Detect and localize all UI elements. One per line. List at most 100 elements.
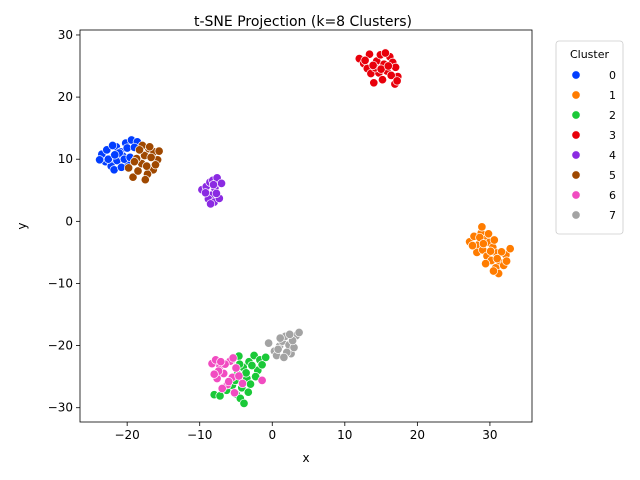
data-point-cluster-3 xyxy=(386,70,396,80)
legend-marker-cluster-3 xyxy=(571,130,581,140)
x-tick-label: −20 xyxy=(114,428,139,442)
y-tick-label: −20 xyxy=(48,339,73,353)
legend-label-cluster-5: 5 xyxy=(609,169,616,182)
y-axis-label: y xyxy=(15,222,29,229)
data-point-cluster-3 xyxy=(369,78,379,88)
y-tick-label: 30 xyxy=(58,28,73,42)
data-point-cluster-4 xyxy=(206,199,216,209)
legend: Cluster 0 1 2 3 4 5 6 7 xyxy=(555,40,624,235)
x-tick-label: 30 xyxy=(482,428,497,442)
data-point-cluster-1 xyxy=(483,229,494,239)
x-tick-label: −10 xyxy=(187,428,212,442)
data-point-cluster-0 xyxy=(108,140,118,151)
data-point-cluster-3 xyxy=(392,76,402,86)
data-point-cluster-4 xyxy=(211,188,221,198)
legend-title: Cluster xyxy=(570,48,610,61)
data-point-cluster-2 xyxy=(261,352,271,362)
legend-label-cluster-1: 1 xyxy=(609,89,616,102)
data-point-cluster-6 xyxy=(229,388,240,398)
data-point-cluster-6 xyxy=(209,369,219,379)
data-point-cluster-3 xyxy=(360,55,370,65)
data-point-cluster-5 xyxy=(133,166,143,176)
y-tick-label: −30 xyxy=(48,401,73,415)
y-axis-ticks: −30 −20 −10 0 10 20 30 xyxy=(48,28,80,415)
data-point-cluster-5 xyxy=(154,146,164,156)
data-point-cluster-5 xyxy=(129,157,139,167)
data-point-cluster-2 xyxy=(239,398,249,408)
data-point-cluster-5 xyxy=(146,152,156,162)
data-point-cluster-1 xyxy=(481,259,491,269)
data-point-cluster-7 xyxy=(285,329,295,339)
data-point-cluster-6 xyxy=(257,375,267,385)
y-tick-label: 20 xyxy=(58,90,73,104)
legend-marker-cluster-2 xyxy=(571,110,581,120)
legend-marker-cluster-6 xyxy=(571,190,581,200)
legend-label-cluster-2: 2 xyxy=(609,109,616,122)
data-point-cluster-1 xyxy=(502,256,512,266)
data-point-cluster-5 xyxy=(124,163,134,173)
data-point-cluster-1 xyxy=(496,247,507,257)
data-point-cluster-5 xyxy=(145,142,155,152)
data-point-cluster-1 xyxy=(492,254,502,264)
data-point-cluster-5 xyxy=(150,160,161,170)
data-point-cluster-6 xyxy=(217,383,227,394)
x-tick-label: 20 xyxy=(410,428,425,442)
legend-marker-cluster-0 xyxy=(571,70,581,80)
legend-marker-cluster-4 xyxy=(571,150,581,160)
data-point-cluster-6 xyxy=(228,353,238,363)
y-tick-label: 10 xyxy=(58,152,73,166)
data-point-cluster-4 xyxy=(208,180,219,190)
data-point-cluster-1 xyxy=(488,266,499,276)
chart-title: t-SNE Projection (k=8 Clusters) xyxy=(194,14,412,30)
legend-marker-cluster-5 xyxy=(571,170,581,180)
data-point-cluster-1 xyxy=(478,239,488,249)
data-point-cluster-6 xyxy=(231,363,241,373)
data-point-cluster-1 xyxy=(489,235,499,245)
legend-marker-cluster-7 xyxy=(571,210,581,220)
data-point-cluster-5 xyxy=(140,175,150,185)
points-layer xyxy=(95,48,515,408)
data-point-cluster-5 xyxy=(134,145,145,155)
data-point-cluster-3 xyxy=(383,61,393,71)
data-point-cluster-1 xyxy=(477,222,487,232)
data-point-cluster-0 xyxy=(110,150,120,160)
data-point-cluster-7 xyxy=(273,344,283,354)
data-point-cluster-7 xyxy=(275,333,285,343)
y-tick-label: 0 xyxy=(65,214,73,228)
data-point-cluster-2 xyxy=(245,379,256,389)
plot-area-frame xyxy=(79,29,533,423)
legend-label-cluster-3: 3 xyxy=(609,129,616,142)
data-point-cluster-6 xyxy=(234,371,244,381)
x-axis-ticks: −20 −10 0 10 20 30 xyxy=(114,422,498,442)
data-point-cluster-7 xyxy=(264,338,274,348)
data-point-cluster-1 xyxy=(467,241,478,251)
data-point-cluster-6 xyxy=(216,357,226,367)
data-point-cluster-0 xyxy=(95,155,105,165)
legend-label-cluster-7: 7 xyxy=(609,209,616,222)
data-point-cluster-5 xyxy=(142,161,152,171)
legend-box xyxy=(555,40,624,235)
data-point-cluster-7 xyxy=(279,352,289,362)
data-point-cluster-6 xyxy=(237,378,248,389)
legend-entries: 0 1 2 3 4 5 6 7 xyxy=(571,69,616,222)
data-point-cluster-2 xyxy=(247,360,257,371)
data-point-cluster-2 xyxy=(257,360,267,370)
data-point-cluster-3 xyxy=(364,49,375,59)
x-tick-label: 0 xyxy=(268,428,276,442)
data-point-cluster-2 xyxy=(243,387,253,397)
data-point-cluster-1 xyxy=(505,244,515,254)
data-point-cluster-5 xyxy=(128,172,138,182)
legend-label-cluster-4: 4 xyxy=(609,149,616,162)
x-axis-label: x xyxy=(302,451,309,465)
data-point-cluster-3 xyxy=(380,48,390,58)
data-point-cluster-1 xyxy=(486,246,496,256)
data-point-cluster-3 xyxy=(368,60,378,70)
legend-marker-cluster-1 xyxy=(571,90,581,100)
data-point-cluster-7 xyxy=(294,327,304,338)
x-tick-label: 10 xyxy=(337,428,352,442)
data-point-cluster-3 xyxy=(377,75,388,85)
data-point-cluster-4 xyxy=(200,188,211,198)
legend-label-cluster-6: 6 xyxy=(609,189,616,202)
